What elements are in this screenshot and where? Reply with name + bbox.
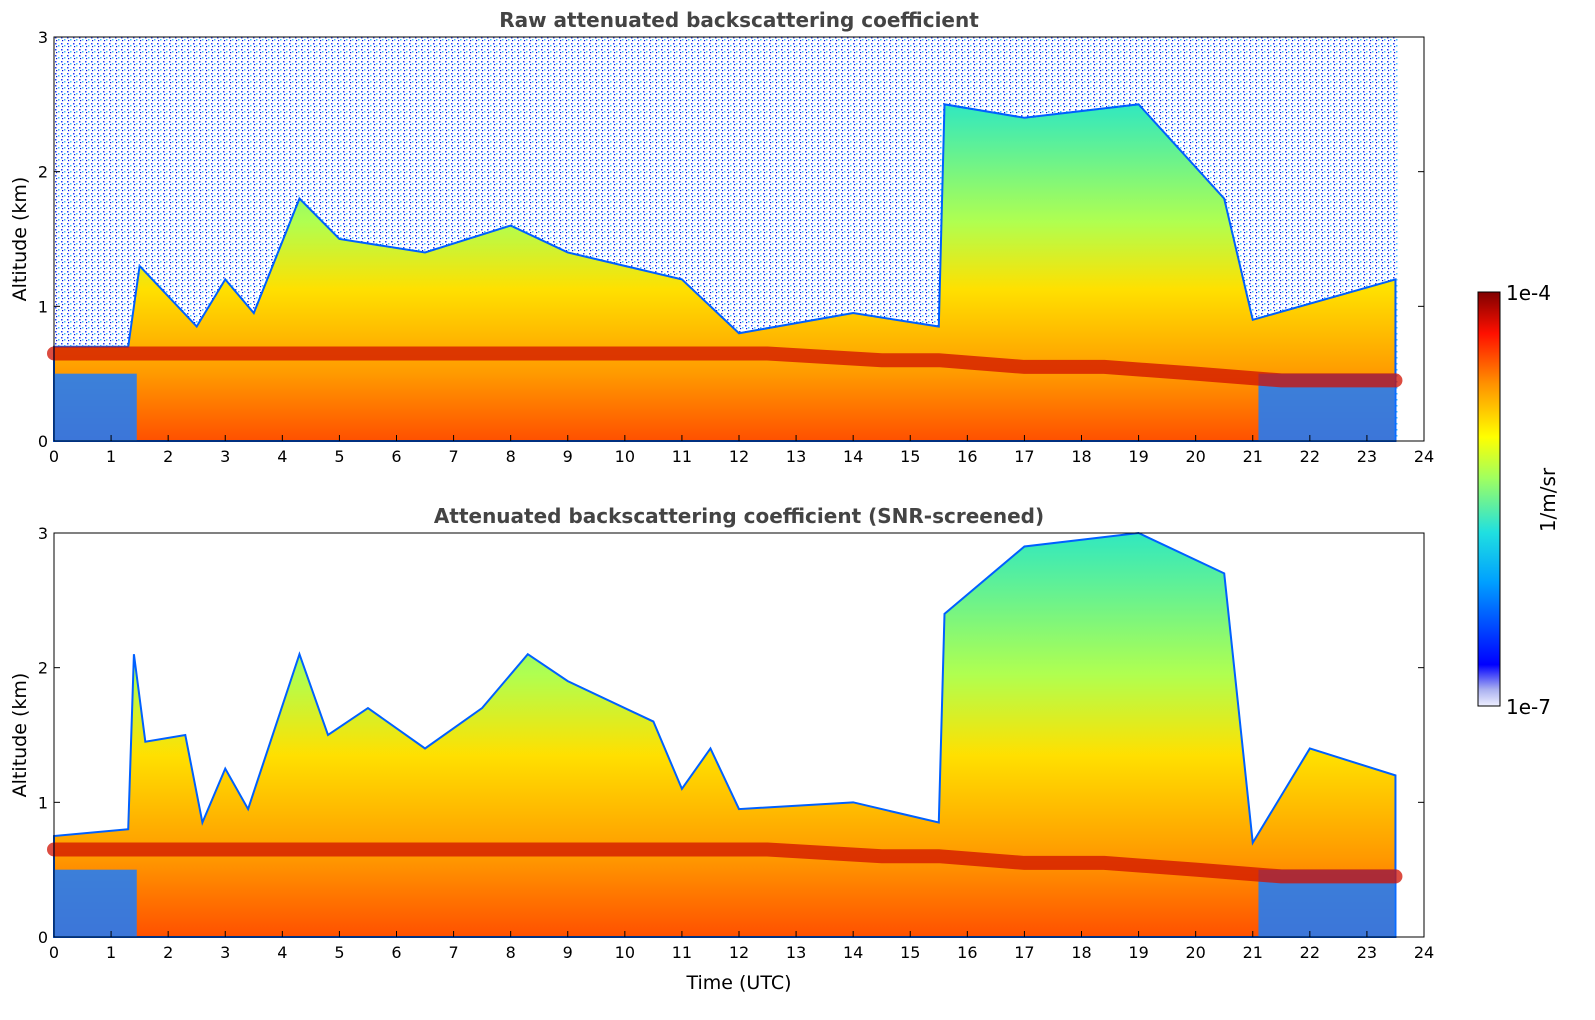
y-axis-label: Altitude (km) — [9, 673, 31, 798]
x-tick-label: 9 — [563, 447, 573, 466]
x-tick-label: 3 — [220, 943, 230, 962]
x-tick-label: 4 — [277, 943, 287, 962]
x-tick-label: 3 — [220, 447, 230, 466]
y-tick-label: 1 — [38, 297, 48, 316]
low-signal-region — [54, 373, 137, 441]
x-tick-label: 17 — [1014, 943, 1034, 962]
x-tick-label: 6 — [391, 447, 401, 466]
x-tick-label: 1 — [106, 943, 116, 962]
x-tick-label: 9 — [563, 943, 573, 962]
x-tick-label: 13 — [786, 447, 806, 466]
x-tick-label: 10 — [615, 447, 635, 466]
x-tick-label: 24 — [1414, 943, 1434, 962]
x-tick-label: 23 — [1357, 943, 1377, 962]
x-tick-label: 2 — [163, 447, 173, 466]
strong-backscatter-layer — [47, 842, 1403, 884]
x-tick-label: 5 — [334, 943, 344, 962]
low-signal-region — [54, 869, 137, 937]
y-tick-label: 3 — [38, 524, 48, 543]
x-tick-label: 15 — [900, 943, 920, 962]
colorbar: 1e-4 1e-7 1/m/sr — [1477, 281, 1560, 719]
chart-title: Attenuated backscattering coefficient (S… — [434, 504, 1044, 528]
x-tick-label: 11 — [672, 447, 692, 466]
x-tick-label: 18 — [1071, 943, 1091, 962]
colorbar-max-label: 1e-4 — [1506, 281, 1551, 305]
y-axis-label: Altitude (km) — [9, 177, 31, 302]
x-tick-label: 21 — [1243, 943, 1263, 962]
x-tick-label: 19 — [1128, 943, 1148, 962]
x-tick-label: 21 — [1243, 447, 1263, 466]
x-tick-label: 22 — [1300, 447, 1320, 466]
y-tick-label: 0 — [38, 928, 48, 947]
x-tick-label: 18 — [1071, 447, 1091, 466]
strong-backscatter-layer — [47, 346, 1403, 388]
x-tick-label: 6 — [391, 943, 401, 962]
x-tick-label: 15 — [900, 447, 920, 466]
boundary-layer-area — [53, 531, 1397, 938]
x-tick-label: 16 — [957, 447, 977, 466]
colorbar-min-label: 1e-7 — [1506, 695, 1551, 719]
x-tick-label: 16 — [957, 943, 977, 962]
x-tick-label: 10 — [615, 943, 635, 962]
x-tick-label: 0 — [49, 943, 59, 962]
chart-panel-screened: Attenuated backscattering coefficient (S… — [9, 504, 1434, 994]
x-tick-label: 2 — [163, 943, 173, 962]
x-tick-label: 0 — [49, 447, 59, 466]
x-tick-label: 17 — [1014, 447, 1034, 466]
x-tick-label: 22 — [1300, 943, 1320, 962]
x-tick-label: 12 — [729, 447, 749, 466]
x-tick-label: 14 — [843, 447, 863, 466]
y-tick-label: 2 — [38, 163, 48, 182]
colorbar-unit-label: 1/m/sr — [1536, 467, 1560, 532]
x-tick-label: 1 — [106, 447, 116, 466]
x-tick-label: 8 — [506, 943, 516, 962]
y-tick-label: 3 — [38, 28, 48, 47]
x-tick-label: 7 — [448, 943, 458, 962]
y-tick-label: 1 — [38, 793, 48, 812]
x-tick-label: 23 — [1357, 447, 1377, 466]
x-tick-label: 11 — [672, 943, 692, 962]
colorbar-gradient — [1477, 291, 1501, 707]
chart-title: Raw attenuated backscattering coefficien… — [499, 8, 979, 32]
y-tick-label: 0 — [38, 432, 48, 451]
x-tick-label: 5 — [334, 447, 344, 466]
x-tick-label: 20 — [1185, 943, 1205, 962]
x-tick-label: 14 — [843, 943, 863, 962]
x-tick-label: 7 — [448, 447, 458, 466]
x-tick-label: 24 — [1414, 447, 1434, 466]
x-tick-label: 20 — [1185, 447, 1205, 466]
x-tick-label: 12 — [729, 943, 749, 962]
x-tick-label: 4 — [277, 447, 287, 466]
x-axis-label: Time (UTC) — [685, 972, 791, 994]
x-tick-label: 13 — [786, 943, 806, 962]
x-tick-label: 19 — [1128, 447, 1148, 466]
y-tick-label: 2 — [38, 659, 48, 678]
chart-panel-raw: Raw attenuated backscattering coefficien… — [9, 8, 1434, 466]
x-tick-label: 8 — [506, 447, 516, 466]
